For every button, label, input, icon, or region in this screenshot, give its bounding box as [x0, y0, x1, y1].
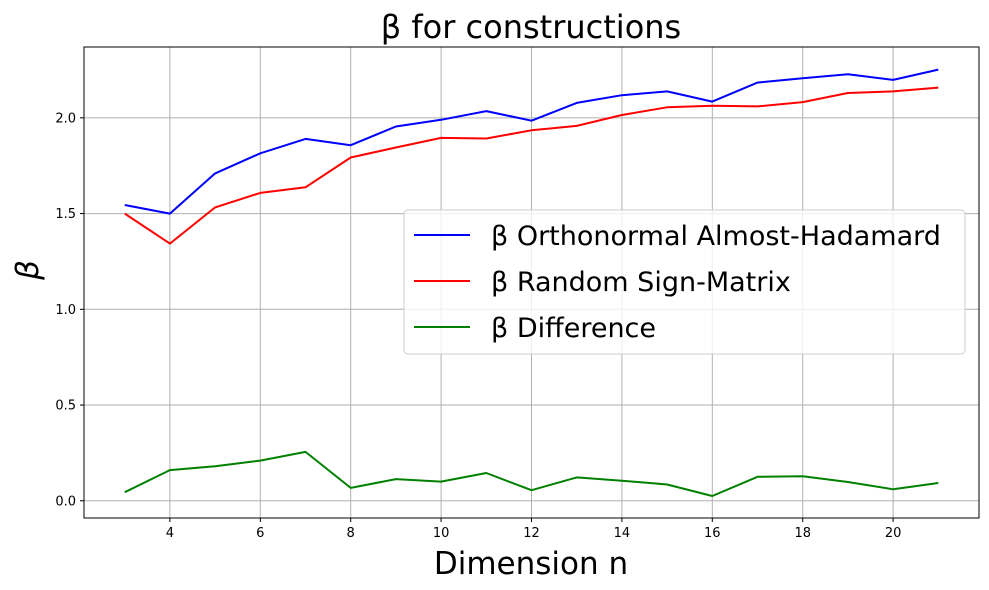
legend-label: β Difference [491, 313, 656, 344]
x-tick-label: 4 [166, 526, 174, 541]
x-tick-label: 6 [256, 526, 264, 541]
series-line [124, 450, 939, 497]
legend-items: β Orthonormal Almost-Hadamard β Random Si… [414, 221, 941, 344]
x-tick-label: 14 [614, 526, 631, 541]
y-tick-label: 1.0 [55, 303, 76, 318]
y-tick-label: 1.5 [55, 207, 76, 222]
x-tick-label: 18 [794, 526, 811, 541]
legend-label: β Orthonormal Almost-Hadamard [491, 221, 941, 252]
x-tick-label: 12 [523, 526, 540, 541]
x-axis-label: Dimension n [434, 546, 628, 582]
y-tick-label: 0.5 [55, 399, 76, 414]
series-line [124, 68, 939, 215]
legend-frame [403, 209, 966, 355]
y-axis-label: β [10, 260, 46, 281]
x-tick-label: 10 [433, 526, 450, 541]
x-tick-label: 16 [704, 526, 721, 541]
series-line [124, 86, 939, 245]
series-layer [124, 68, 939, 497]
y-tick-label: 0.0 [55, 494, 76, 509]
y-tick-label: 2.0 [55, 111, 76, 126]
x-tick-label: 20 [885, 526, 902, 541]
x-tick-label: 8 [347, 526, 355, 541]
legend: β Orthonormal Almost-Hadamard β Random Si… [403, 209, 966, 355]
legend-label: β Random Sign-Matrix [491, 267, 791, 298]
ticks: 4 6 8 10 12 14 16 18 20 0.0 0.5 1.0 1.5 2.0 [55, 111, 901, 541]
chart-title: β for constructions [381, 8, 681, 46]
